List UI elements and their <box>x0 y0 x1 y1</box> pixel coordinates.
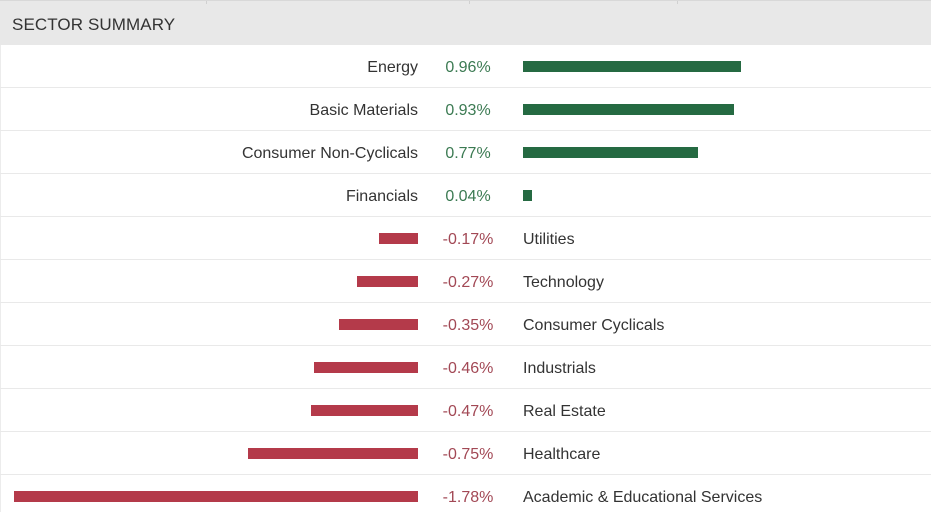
row-edge <box>0 303 1 345</box>
positive-bar <box>523 104 734 115</box>
sector-row[interactable]: Consumer Non-Cyclicals 0.77% <box>0 131 931 174</box>
negative-bar <box>339 319 418 330</box>
sector-change-value: -0.46% <box>442 360 494 377</box>
sector-row[interactable]: Technology -0.27% <box>0 260 931 303</box>
row-edge <box>0 389 1 431</box>
sector-row[interactable]: Utilities -0.17% <box>0 217 931 260</box>
sector-row[interactable]: Real Estate -0.47% <box>0 389 931 432</box>
negative-bar <box>357 276 418 287</box>
sector-change-value: 0.77% <box>445 145 491 162</box>
row-edge <box>0 217 1 259</box>
negative-bar <box>379 233 418 244</box>
row-edge <box>0 88 1 130</box>
sector-change-value: -0.27% <box>442 274 494 291</box>
sector-name: Academic & Educational Services <box>523 489 763 506</box>
sector-row[interactable]: Consumer Cyclicals -0.35% <box>0 303 931 346</box>
positive-bar <box>523 147 698 158</box>
row-edge <box>0 45 1 87</box>
sector-name: Financials <box>345 188 418 205</box>
sector-row[interactable]: Basic Materials 0.93% <box>0 88 931 131</box>
sector-summary-header: SECTOR SUMMARY <box>0 0 931 45</box>
row-edge <box>0 174 1 216</box>
sector-name: Energy <box>367 59 418 76</box>
sector-change-value: 0.04% <box>445 188 491 205</box>
negative-bar <box>14 491 418 502</box>
sector-name: Healthcare <box>523 446 601 463</box>
header-divider <box>469 1 470 4</box>
row-edge <box>0 432 1 474</box>
sector-name: Utilities <box>523 231 575 248</box>
sector-row[interactable]: Energy 0.96% <box>0 45 931 88</box>
row-edge <box>0 346 1 388</box>
sector-change-value: 0.93% <box>445 102 491 119</box>
positive-bar <box>523 61 741 72</box>
header-divider <box>677 1 678 4</box>
sector-row[interactable]: Healthcare -0.75% <box>0 432 931 475</box>
sector-row[interactable]: Financials 0.04% <box>0 174 931 217</box>
sector-name: Industrials <box>523 360 596 377</box>
sector-name: Consumer Cyclicals <box>523 317 665 334</box>
negative-bar <box>314 362 418 373</box>
sector-row[interactable]: Industrials -0.46% <box>0 346 931 389</box>
sector-row[interactable]: Academic & Educational Services -1.78% <box>0 475 931 512</box>
negative-bar <box>248 448 418 459</box>
sector-summary-title: SECTOR SUMMARY <box>12 15 176 34</box>
row-edge <box>0 131 1 173</box>
row-edge <box>0 475 1 512</box>
sector-change-value: 0.96% <box>445 59 491 76</box>
header-divider <box>206 1 207 4</box>
sector-change-value: -1.78% <box>442 489 494 506</box>
sector-change-value: -0.47% <box>442 403 494 420</box>
sector-change-value: -0.17% <box>442 231 494 248</box>
row-edge <box>0 260 1 302</box>
positive-bar <box>523 190 532 201</box>
sector-name: Real Estate <box>523 403 606 420</box>
sector-name: Basic Materials <box>309 102 418 119</box>
sector-change-value: -0.75% <box>442 446 494 463</box>
negative-bar <box>311 405 418 416</box>
sector-change-value: -0.35% <box>442 317 494 334</box>
sector-name: Consumer Non-Cyclicals <box>241 145 418 162</box>
sector-name: Technology <box>523 274 604 291</box>
